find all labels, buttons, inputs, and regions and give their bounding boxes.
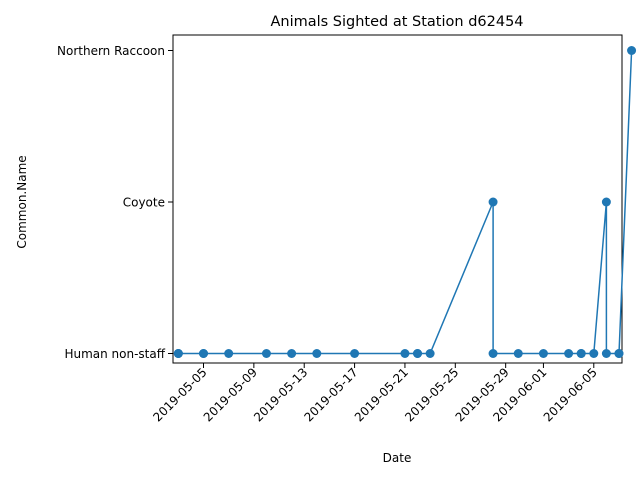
y-axis: Human non-staff Coyote Northern Raccoon bbox=[57, 44, 173, 361]
data-point bbox=[350, 349, 360, 358]
data-point bbox=[589, 349, 599, 358]
data-point bbox=[488, 349, 498, 358]
data-point bbox=[601, 349, 611, 358]
chart-title: Animals Sighted at Station d62454 bbox=[270, 14, 523, 30]
y-tick-label: Coyote bbox=[123, 196, 165, 210]
data-point bbox=[312, 349, 322, 358]
data-point bbox=[287, 349, 297, 358]
x-axis-label: Date bbox=[383, 451, 412, 465]
data-point bbox=[564, 349, 574, 358]
y-axis-label: Common.Name bbox=[15, 155, 29, 248]
data-point bbox=[601, 197, 611, 207]
data-point bbox=[614, 349, 624, 358]
data-point bbox=[576, 349, 586, 358]
data-point bbox=[538, 349, 548, 358]
plot-area bbox=[172, 34, 623, 364]
data-point bbox=[513, 349, 523, 358]
data-point bbox=[199, 349, 208, 358]
data-point bbox=[413, 349, 423, 358]
data-point bbox=[400, 349, 410, 358]
plot-frame bbox=[172, 34, 623, 364]
data-point bbox=[173, 349, 183, 358]
data-point bbox=[425, 349, 435, 358]
series-layer bbox=[173, 46, 637, 358]
y-tick-label: Human non-staff bbox=[64, 347, 165, 361]
data-point bbox=[488, 197, 498, 207]
y-tick-label: Northern Raccoon bbox=[57, 44, 165, 58]
data-point bbox=[224, 349, 234, 358]
data-point bbox=[261, 349, 271, 358]
data-point bbox=[627, 46, 637, 55]
